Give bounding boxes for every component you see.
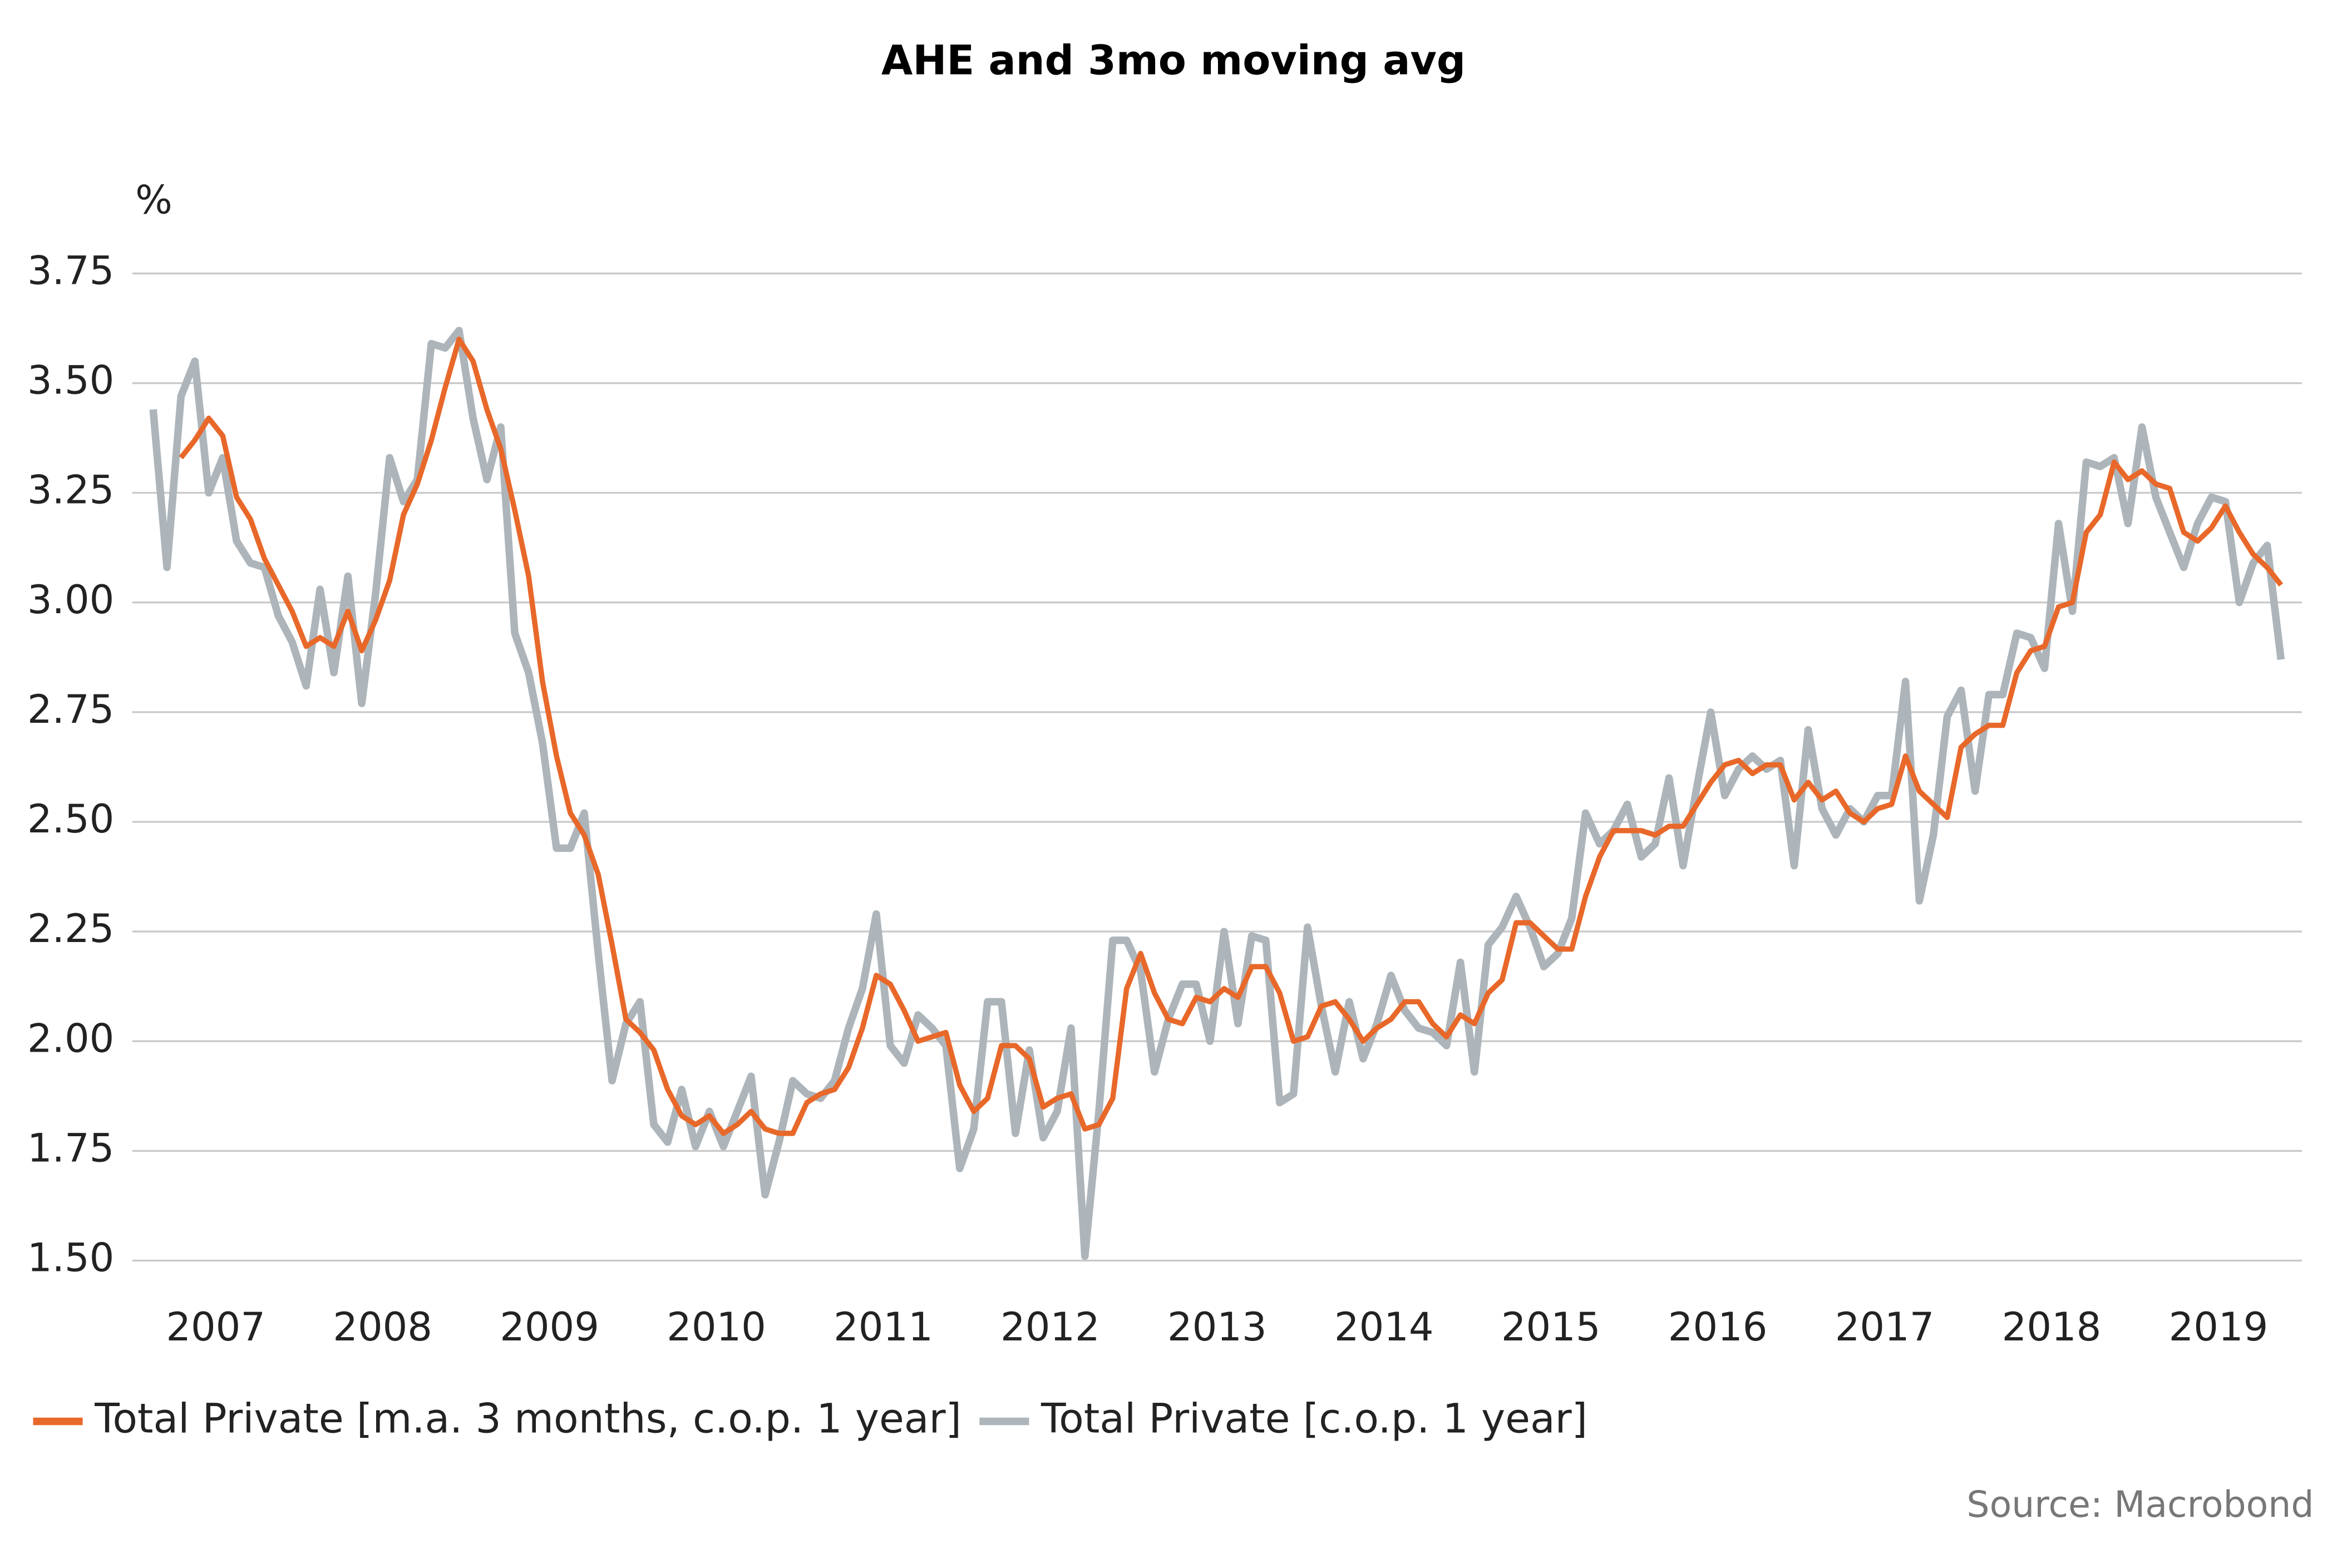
x-tick-label: 2010: [667, 1304, 766, 1350]
x-tick-label: 2019: [2169, 1304, 2269, 1350]
x-tick-label: 2012: [1000, 1304, 1100, 1350]
y-axis-unit: %: [135, 177, 172, 223]
series-line: [179, 336, 2284, 1136]
y-tick-label: 1.50: [27, 1235, 114, 1281]
y-tick-label: 2.25: [27, 906, 114, 951]
y-tick-label: 2.75: [27, 687, 114, 732]
y-tick-label: 2.50: [27, 796, 114, 842]
legend-label: Total Private [m.a. 3 months, c.o.p. 1 y…: [94, 1395, 962, 1442]
x-tick-label: 2016: [1668, 1304, 1768, 1350]
y-tick-label: 3.75: [27, 248, 114, 293]
x-tick-label: 2015: [1501, 1304, 1601, 1350]
y-tick-label: 2.00: [27, 1015, 114, 1061]
y-tick-label: 3.50: [27, 358, 114, 403]
y-tick-label: 3.25: [27, 467, 114, 513]
x-tick-label: 2007: [166, 1304, 265, 1350]
source-note: Source: Macrobond: [1966, 1484, 2314, 1526]
legend-label: Total Private [c.o.p. 1 year]: [1041, 1395, 1587, 1442]
y-tick-label: 1.75: [27, 1125, 114, 1171]
x-tick-label: 2011: [834, 1304, 933, 1350]
x-tick-label: 2017: [1835, 1304, 1935, 1350]
x-tick-label: 2013: [1167, 1304, 1267, 1350]
chart-title: AHE and 3mo moving avg: [881, 37, 1466, 84]
x-tick-label: 2008: [333, 1304, 432, 1350]
series-line: [149, 327, 2285, 1260]
y-tick-label: 3.00: [27, 577, 114, 623]
x-tick-label: 2014: [1334, 1304, 1434, 1350]
x-tick-label: 2009: [500, 1304, 599, 1350]
x-tick-label: 2018: [2002, 1304, 2102, 1350]
